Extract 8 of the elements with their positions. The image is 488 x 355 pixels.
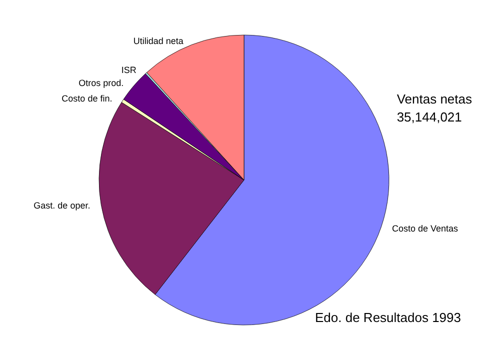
slice-label: Utilidad neta xyxy=(133,36,184,46)
slice-label: Otros prod. xyxy=(78,78,124,88)
slice-label: Gast. de oper. xyxy=(34,200,90,211)
text: Ventas netas 35,144,021 xyxy=(396,92,472,124)
slice-label: ISR xyxy=(121,65,137,76)
text: Edo. de Resultados 1993 xyxy=(315,310,462,325)
slice-label: Costo de fin. xyxy=(62,94,112,104)
slice-label: Costo de Ventas xyxy=(392,223,459,234)
